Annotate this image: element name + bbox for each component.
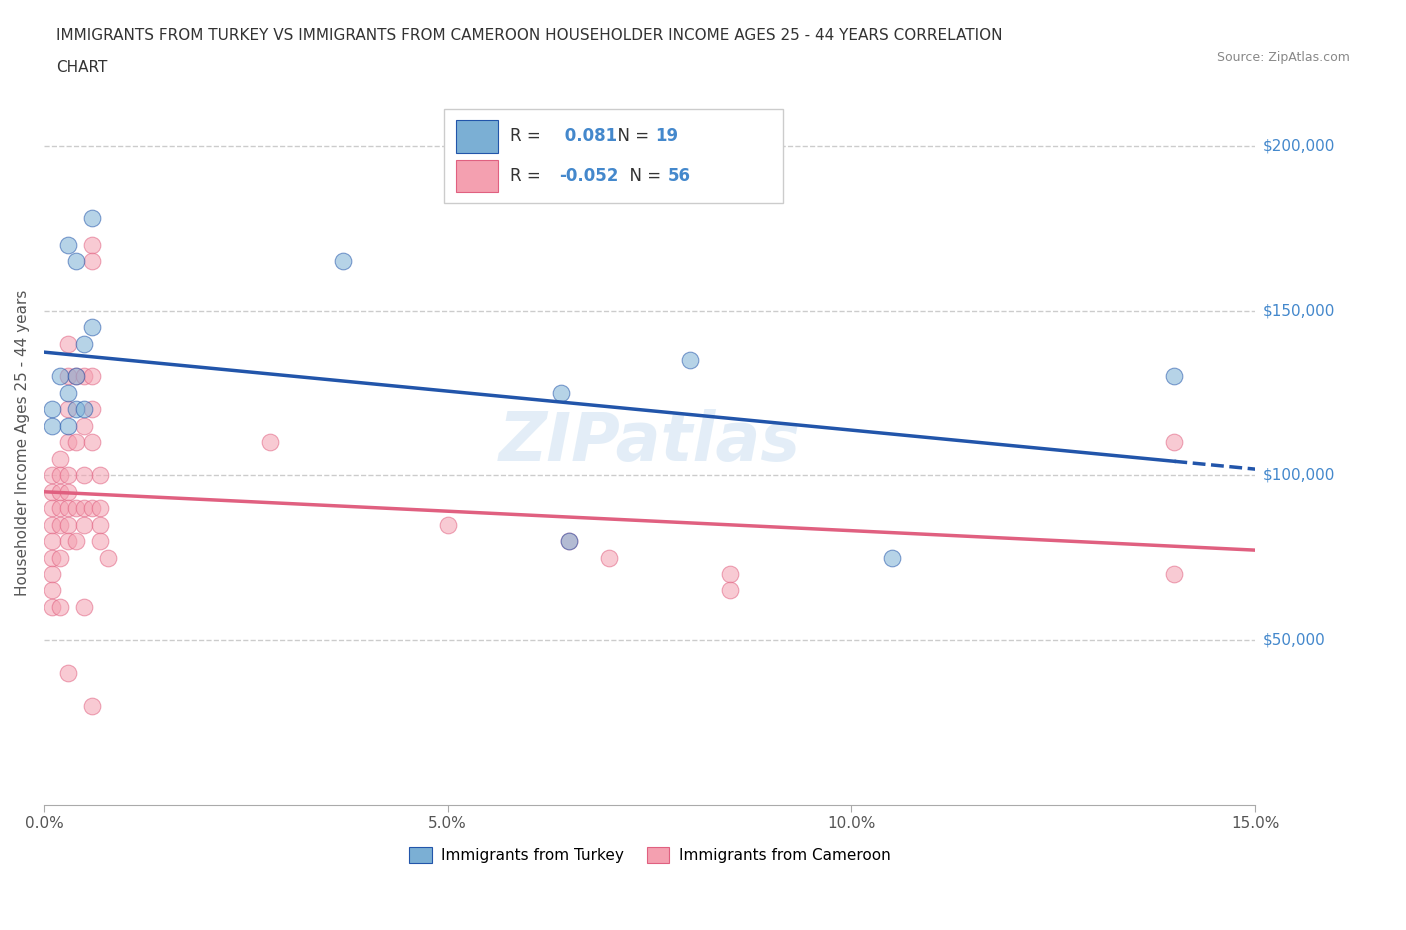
Point <box>56 435 79 450</box>
Point <box>65 369 87 384</box>
Point <box>49 468 72 483</box>
Point <box>65 534 87 549</box>
Text: $100,000: $100,000 <box>1263 468 1336 483</box>
Point <box>89 468 111 483</box>
Text: N =: N = <box>619 166 666 185</box>
Text: R =: R = <box>510 166 546 185</box>
Point <box>41 468 63 483</box>
Point <box>41 485 63 499</box>
Point <box>56 468 79 483</box>
Point <box>82 435 104 450</box>
Point <box>82 500 104 515</box>
Point <box>880 551 903 565</box>
Point <box>56 402 79 417</box>
Point <box>82 237 104 252</box>
Point <box>56 485 79 499</box>
Point <box>41 418 63 433</box>
Point <box>73 517 96 532</box>
Point <box>49 451 72 466</box>
Point <box>679 352 702 367</box>
Point <box>41 500 63 515</box>
Point <box>56 517 79 532</box>
Y-axis label: Householder Income Ages 25 - 44 years: Householder Income Ages 25 - 44 years <box>15 289 30 595</box>
Point <box>73 369 96 384</box>
Point <box>558 534 581 549</box>
Point <box>73 336 96 351</box>
Text: R =: R = <box>510 126 546 145</box>
Point <box>65 500 87 515</box>
Text: Source: ZipAtlas.com: Source: ZipAtlas.com <box>1216 51 1350 64</box>
Point <box>65 402 87 417</box>
Point <box>49 600 72 615</box>
Point <box>73 468 96 483</box>
Text: 0.081: 0.081 <box>558 126 617 145</box>
Point <box>49 551 72 565</box>
Point <box>41 566 63 581</box>
Point <box>73 500 96 515</box>
Point <box>49 485 72 499</box>
Text: $200,000: $200,000 <box>1263 139 1336 153</box>
Point <box>82 698 104 713</box>
Point <box>49 369 72 384</box>
Point <box>56 534 79 549</box>
Point <box>89 517 111 532</box>
Point <box>82 211 104 226</box>
Point <box>56 369 79 384</box>
Point <box>73 402 96 417</box>
Point <box>82 369 104 384</box>
Point <box>41 517 63 532</box>
Point <box>1163 566 1185 581</box>
Point <box>56 418 79 433</box>
Point <box>56 336 79 351</box>
Point <box>436 517 458 532</box>
Point <box>718 566 741 581</box>
Point <box>718 583 741 598</box>
Point <box>49 517 72 532</box>
Point <box>1163 435 1185 450</box>
Point <box>56 385 79 400</box>
Point <box>56 237 79 252</box>
Text: IMMIGRANTS FROM TURKEY VS IMMIGRANTS FROM CAMEROON HOUSEHOLDER INCOME AGES 25 - : IMMIGRANTS FROM TURKEY VS IMMIGRANTS FRO… <box>56 28 1002 43</box>
Point <box>73 418 96 433</box>
Point <box>65 369 87 384</box>
Text: 56: 56 <box>668 166 690 185</box>
FancyBboxPatch shape <box>456 120 498 153</box>
Point <box>89 534 111 549</box>
FancyBboxPatch shape <box>444 109 783 204</box>
FancyBboxPatch shape <box>456 160 498 193</box>
Point <box>332 254 354 269</box>
Text: N =: N = <box>607 126 654 145</box>
Text: 19: 19 <box>655 126 679 145</box>
Legend: Immigrants from Turkey, Immigrants from Cameroon: Immigrants from Turkey, Immigrants from … <box>402 841 897 870</box>
Point <box>558 534 581 549</box>
Point <box>73 600 96 615</box>
Point <box>41 534 63 549</box>
Point <box>82 402 104 417</box>
Point <box>41 551 63 565</box>
Text: -0.052: -0.052 <box>558 166 619 185</box>
Point <box>65 435 87 450</box>
Point <box>56 665 79 680</box>
Text: $150,000: $150,000 <box>1263 303 1336 318</box>
Point <box>82 254 104 269</box>
Point <box>89 500 111 515</box>
Text: CHART: CHART <box>56 60 108 75</box>
Point <box>65 254 87 269</box>
Point <box>49 500 72 515</box>
Point <box>598 551 620 565</box>
Point <box>259 435 281 450</box>
Text: $50,000: $50,000 <box>1263 632 1326 647</box>
Point <box>82 320 104 335</box>
Point <box>41 402 63 417</box>
Point <box>550 385 572 400</box>
Point <box>1163 369 1185 384</box>
Point <box>41 600 63 615</box>
Point <box>41 583 63 598</box>
Point <box>56 500 79 515</box>
Text: ZIPatlas: ZIPatlas <box>499 409 800 475</box>
Point <box>97 551 120 565</box>
